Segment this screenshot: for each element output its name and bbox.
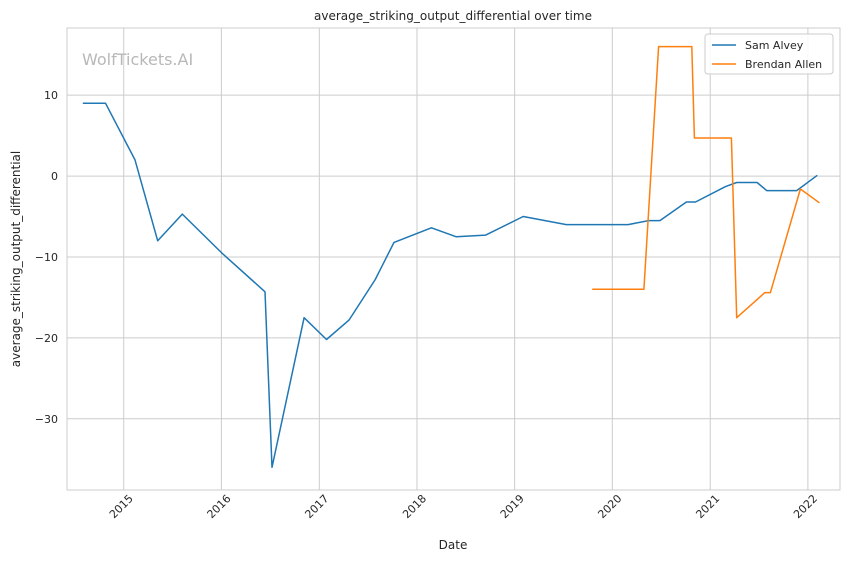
y-tick-label: 10 [44,89,58,102]
plot-frame [66,27,841,491]
series-line-sam-alvey [82,102,818,469]
legend-box [704,33,834,75]
y-axis-label: average_striking_output_differential [9,151,23,367]
y-tick-label: 0 [51,170,58,183]
series-layer [82,45,820,469]
y-tick-label: −20 [35,332,58,345]
legend-label-sam-alvey: Sam Alvey [745,39,804,52]
grid-lines [67,28,840,490]
chart-title: average_striking_output_differential ove… [314,9,592,23]
legend: Sam Alvey Brendan Allen [704,33,834,75]
watermark-text: WolfTickets.AI [82,50,193,69]
y-tick-label: −30 [35,413,58,426]
y-axis-ticks: 10 0 −10 −20 −30 [35,89,58,426]
y-tick-label: −10 [35,251,58,264]
legend-label-brendan-allen: Brendan Allen [745,58,822,71]
x-axis-label: Date [439,538,468,552]
series-line-brendan-allen [592,45,820,319]
